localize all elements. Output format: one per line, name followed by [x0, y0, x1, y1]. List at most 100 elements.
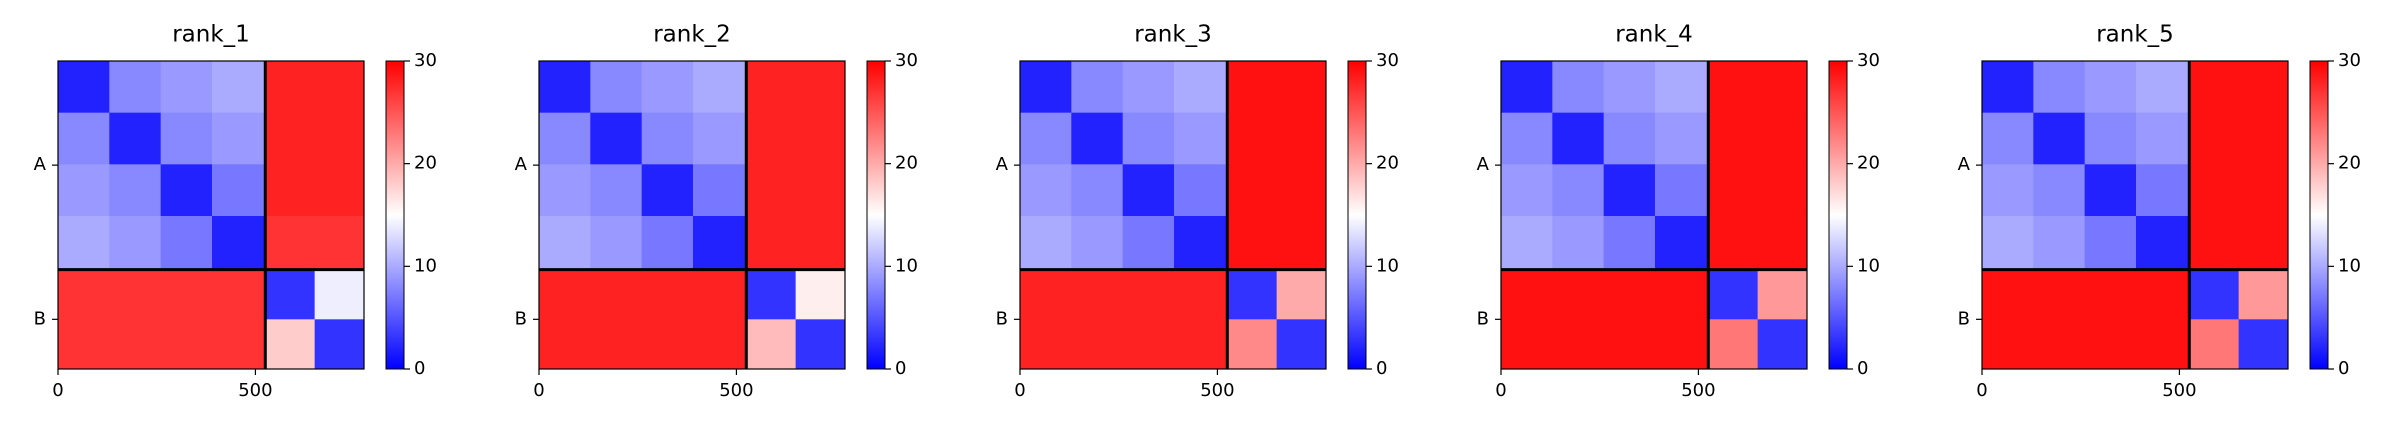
heatmap-cell — [1603, 269, 1656, 320]
heatmap-cell — [2238, 164, 2289, 217]
heatmap-cell — [2189, 112, 2240, 165]
heatmap-cell — [1173, 112, 1228, 165]
heatmap-cell — [2033, 269, 2086, 320]
heatmap-cell — [211, 319, 266, 370]
colorbar-tick-label: 20 — [414, 153, 437, 174]
heatmap-cell — [746, 61, 797, 114]
y-tick-label: B — [1958, 308, 1970, 329]
heatmap-cell — [1982, 164, 2034, 217]
heatmap-cell — [1276, 61, 1327, 114]
heatmap-cell — [1501, 319, 1553, 370]
heatmap-cell — [2033, 164, 2086, 217]
heatmap-cell — [2084, 215, 2137, 271]
panel-title: rank_5 — [2096, 22, 2174, 48]
heatmap-cell — [1501, 215, 1553, 271]
heatmap-cell — [211, 61, 266, 114]
heatmap-cell — [692, 112, 747, 165]
colorbar-tick-label: 10 — [895, 255, 918, 276]
heatmap-cell — [795, 112, 846, 165]
colorbar-tick-label: 30 — [414, 50, 437, 71]
heatmap-cell — [590, 61, 643, 114]
heatmap-cell — [692, 164, 747, 217]
heatmap-cell — [1603, 319, 1656, 370]
heatmap-cell — [109, 61, 162, 114]
heatmap-cell — [1227, 164, 1278, 217]
heatmap-cell — [2033, 319, 2086, 370]
heatmap-cell — [1501, 269, 1553, 320]
heatmap-cell — [746, 164, 797, 217]
heatmap-cell — [58, 164, 110, 217]
heatmap-cell — [1757, 61, 1808, 114]
heatmap-cell — [1552, 112, 1605, 165]
y-tick-label: A — [996, 154, 1009, 175]
heatmap-cell — [1552, 215, 1605, 271]
heatmap-cell — [1552, 61, 1605, 114]
y-tick-label: B — [515, 308, 527, 329]
heatmap-cell — [1071, 319, 1124, 370]
heatmap-cell — [314, 112, 365, 165]
x-tick-label: 0 — [1014, 380, 1025, 401]
heatmap-cell — [590, 164, 643, 217]
heatmap-cell — [1227, 112, 1278, 165]
heatmap-cell — [1227, 61, 1278, 114]
heatmap-cell — [58, 319, 110, 370]
heatmap-cell — [314, 164, 365, 217]
colorbar-tick-label: 20 — [895, 153, 918, 174]
heatmap-cell — [590, 215, 643, 271]
heatmap-cell — [2135, 112, 2190, 165]
heatmap-cell — [1227, 215, 1278, 271]
heatmap-cell — [641, 112, 694, 165]
x-tick-label: 0 — [1495, 380, 1506, 401]
heatmap-cell — [1501, 164, 1553, 217]
heatmap-cell — [1276, 112, 1327, 165]
heatmap-cell — [160, 112, 213, 165]
heatmap-cell — [160, 61, 213, 114]
heatmap-cell — [1071, 112, 1124, 165]
y-tick-label: B — [1477, 308, 1489, 329]
colorbar — [866, 60, 886, 370]
colorbar-tick-label: 20 — [2338, 153, 2361, 174]
heatmap-cell — [265, 319, 316, 370]
heatmap-cell — [1757, 164, 1808, 217]
heatmap-cell — [1276, 164, 1327, 217]
heatmap-cell — [1757, 112, 1808, 165]
heatmap-cell — [1071, 164, 1124, 217]
heatmap-cell — [641, 215, 694, 271]
colorbar-tick-label: 20 — [1376, 153, 1399, 174]
heatmap-cell — [539, 164, 591, 217]
x-tick-label: 500 — [1200, 380, 1234, 401]
heatmap-cell — [2135, 319, 2190, 370]
heatmap-cell — [1982, 215, 2034, 271]
heatmap-cell — [2238, 61, 2289, 114]
heatmap-cell — [1071, 215, 1124, 271]
heatmap-cell — [795, 164, 846, 217]
y-tick-label: B — [34, 308, 46, 329]
heatmap-cell — [1227, 269, 1278, 320]
heatmap-cell — [746, 112, 797, 165]
heatmap-cell — [1757, 319, 1808, 370]
heatmap-cell — [211, 164, 266, 217]
colorbar-tick-label: 30 — [1376, 50, 1399, 71]
heatmap-cell — [1501, 112, 1553, 165]
heatmap-cell — [1982, 319, 2034, 370]
heatmap-cell — [1757, 215, 1808, 271]
heatmap-cell — [1708, 61, 1759, 114]
heatmap-cell — [746, 215, 797, 271]
heatmap-cell — [314, 269, 365, 320]
y-tick-label: B — [996, 308, 1008, 329]
colorbar-tick-label: 0 — [895, 358, 906, 379]
heatmap-cell — [1982, 269, 2034, 320]
heatmap-cell — [1276, 319, 1327, 370]
heatmap-cell — [1122, 215, 1175, 271]
heatmap-cell — [1501, 61, 1553, 114]
plot-frame — [538, 60, 846, 370]
heatmap-cell — [314, 61, 365, 114]
panel-title: rank_2 — [653, 22, 731, 48]
heatmap-cell — [539, 215, 591, 271]
heatmap-cell — [1654, 319, 1709, 370]
colorbar-tick-label: 0 — [1376, 358, 1387, 379]
x-tick-label: 500 — [2162, 380, 2196, 401]
heatmap-cell — [2189, 215, 2240, 271]
heatmap-cell — [539, 112, 591, 165]
